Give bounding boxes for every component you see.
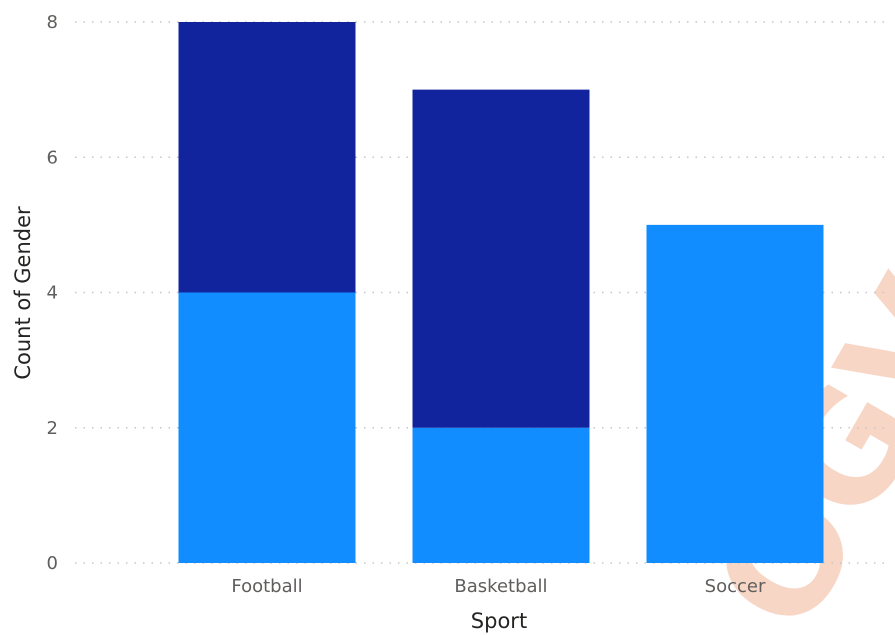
- bars: [178, 22, 824, 564]
- y-axis-title: Count of Gender: [11, 206, 35, 380]
- y-tick-label-4: 4: [47, 283, 58, 304]
- bar-soccer-series-1[interactable]: [646, 224, 824, 563]
- bar-football-series-1[interactable]: [178, 292, 356, 564]
- x-axis-title: Sport: [471, 609, 527, 633]
- y-tick-label-6: 6: [47, 147, 58, 168]
- bar-basketball-series-2[interactable]: [412, 89, 590, 428]
- y-tick-label-0: 0: [47, 553, 58, 574]
- x-tick-label-football: Football: [231, 576, 302, 597]
- bar-football-series-2[interactable]: [178, 22, 356, 293]
- y-tick-label-2: 2: [47, 418, 58, 439]
- x-tick-label-basketball: Basketball: [454, 576, 547, 597]
- y-tick-label-8: 8: [47, 12, 58, 33]
- x-tick-label-soccer: Soccer: [705, 576, 766, 597]
- x-axis-ticks: Football Basketball Soccer: [231, 576, 766, 597]
- bar-basketball-series-1[interactable]: [412, 427, 590, 563]
- y-axis-ticks: 0 2 4 6 8: [47, 12, 58, 574]
